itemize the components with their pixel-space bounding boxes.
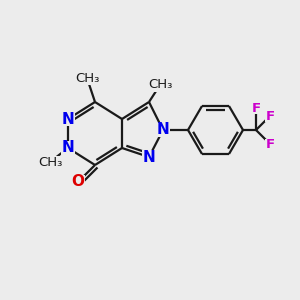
FancyBboxPatch shape — [250, 103, 262, 113]
Text: CH₃: CH₃ — [148, 79, 172, 92]
FancyBboxPatch shape — [61, 141, 75, 155]
Text: N: N — [61, 112, 74, 127]
FancyBboxPatch shape — [142, 150, 156, 164]
Text: O: O — [71, 175, 85, 190]
FancyBboxPatch shape — [265, 110, 275, 122]
Text: CH₃: CH₃ — [38, 155, 62, 169]
Text: N: N — [157, 122, 169, 137]
FancyBboxPatch shape — [61, 112, 75, 126]
FancyBboxPatch shape — [265, 139, 275, 149]
Text: N: N — [142, 149, 155, 164]
FancyBboxPatch shape — [38, 155, 62, 169]
Text: N: N — [61, 140, 74, 155]
Text: F: F — [266, 137, 274, 151]
FancyBboxPatch shape — [75, 71, 99, 85]
Text: F: F — [266, 110, 274, 122]
Text: F: F — [251, 101, 261, 115]
Text: CH₃: CH₃ — [75, 71, 99, 85]
FancyBboxPatch shape — [148, 79, 172, 92]
FancyBboxPatch shape — [156, 123, 170, 137]
FancyBboxPatch shape — [71, 175, 85, 189]
